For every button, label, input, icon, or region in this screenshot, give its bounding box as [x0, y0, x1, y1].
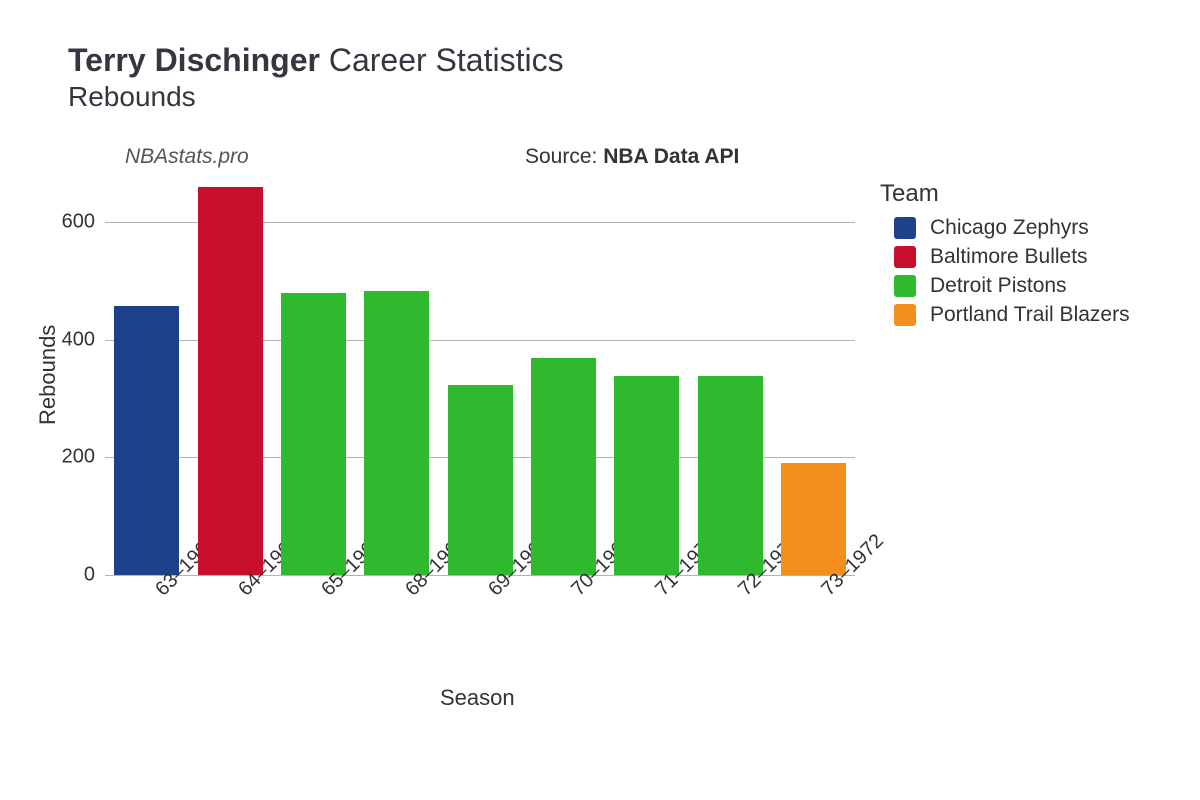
legend-item: Baltimore Bullets: [880, 245, 1130, 269]
title-suffix: Career Statistics: [329, 42, 564, 78]
bar: [448, 385, 513, 575]
bar: [781, 463, 846, 575]
chart-title: Terry Dischinger Career Statistics: [68, 42, 564, 79]
legend-item: Portland Trail Blazers: [880, 303, 1130, 327]
legend-item: Detroit Pistons: [880, 274, 1130, 298]
bar: [698, 376, 763, 575]
y-tick-label: 200: [62, 446, 105, 469]
legend-label: Baltimore Bullets: [930, 245, 1088, 269]
y-tick-label: 400: [62, 328, 105, 351]
legend-swatch: [894, 304, 916, 326]
bar: [198, 187, 263, 575]
bar: [531, 358, 596, 575]
player-name: Terry Dischinger: [68, 42, 320, 78]
y-axis-title: Rebounds: [35, 325, 61, 425]
bar: [114, 306, 179, 575]
x-axis-title: Season: [440, 685, 515, 711]
legend-label: Portland Trail Blazers: [930, 303, 1130, 327]
chart-container: Terry Dischinger Career Statistics Rebou…: [0, 0, 1200, 800]
legend-label: Chicago Zephyrs: [930, 216, 1089, 240]
bar: [364, 291, 429, 575]
legend-label: Detroit Pistons: [930, 274, 1067, 298]
legend-title: Team: [880, 180, 1130, 208]
chart-subtitle: Rebounds: [68, 81, 564, 113]
y-tick-label: 0: [84, 564, 105, 587]
legend-swatch: [894, 217, 916, 239]
legend-swatch: [894, 246, 916, 268]
legend: Team Chicago Zephyrs Baltimore Bullets Det…: [880, 180, 1130, 332]
plot-area: 02004006001962–631963–641964–651967–6819…: [105, 175, 855, 575]
chart-title-block: Terry Dischinger Career Statistics Rebou…: [68, 42, 564, 113]
source-prefix: Source:: [525, 145, 603, 168]
bar: [281, 293, 346, 575]
y-tick-label: 600: [62, 211, 105, 234]
source-attribution: Source: NBA Data API: [525, 145, 739, 169]
bar: [614, 376, 679, 575]
source-name: NBA Data API: [603, 145, 739, 168]
watermark: NBAstats.pro: [125, 145, 249, 169]
legend-item: Chicago Zephyrs: [880, 216, 1130, 240]
legend-swatch: [894, 275, 916, 297]
